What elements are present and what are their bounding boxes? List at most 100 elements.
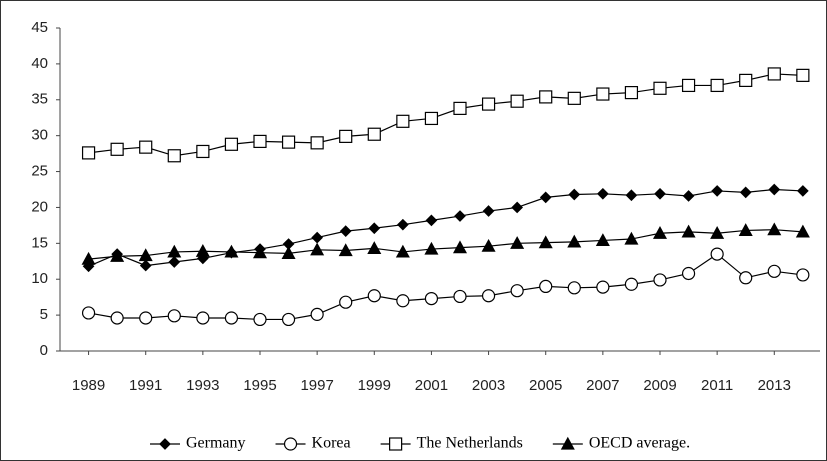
x-tick-label: 2011 xyxy=(701,377,733,394)
marker xyxy=(681,266,696,281)
x-tick-label: 1997 xyxy=(300,377,333,394)
marker xyxy=(424,111,439,126)
marker xyxy=(139,140,153,154)
marker xyxy=(138,248,153,262)
marker xyxy=(739,186,752,199)
x-tick-label: 1999 xyxy=(358,377,391,394)
marker xyxy=(767,67,781,81)
marker xyxy=(710,226,725,239)
marker xyxy=(739,73,753,87)
marker xyxy=(81,306,96,320)
legend-label: OECD average. xyxy=(589,435,690,452)
marker xyxy=(653,273,667,287)
x-tick-label: 1989 xyxy=(72,377,105,394)
marker xyxy=(567,234,582,248)
marker xyxy=(767,222,782,236)
marker xyxy=(424,292,439,306)
marker xyxy=(710,78,724,93)
legend-marker xyxy=(283,437,298,451)
x-tick-label: 1993 xyxy=(186,377,219,394)
marker xyxy=(739,271,753,285)
marker xyxy=(281,246,296,259)
marker xyxy=(510,284,524,298)
y-tick-label: 0 xyxy=(40,342,48,359)
marker xyxy=(252,245,268,259)
marker xyxy=(481,97,496,111)
marker xyxy=(110,311,124,325)
marker xyxy=(510,236,525,249)
marker xyxy=(796,68,810,82)
x-tick-label: 2009 xyxy=(643,377,676,394)
marker xyxy=(453,289,467,304)
marker xyxy=(768,183,781,196)
marker xyxy=(167,149,181,163)
y-tick-label: 10 xyxy=(31,270,48,287)
marker xyxy=(397,218,409,231)
y-tick-label: 30 xyxy=(31,127,48,144)
x-tick-label: 2003 xyxy=(472,377,505,394)
marker xyxy=(625,189,638,202)
marker xyxy=(425,214,438,227)
marker xyxy=(711,185,723,197)
marker xyxy=(168,256,181,268)
marker xyxy=(624,85,639,100)
marker xyxy=(281,312,296,327)
marker xyxy=(653,81,667,95)
marker xyxy=(454,210,466,222)
marker xyxy=(597,187,609,200)
marker xyxy=(510,94,524,108)
x-tick-label: 1991 xyxy=(129,377,162,394)
marker xyxy=(110,142,124,156)
marker xyxy=(652,226,668,239)
marker xyxy=(367,241,382,254)
legend-label: Germany xyxy=(186,435,246,452)
marker xyxy=(281,135,296,149)
marker xyxy=(595,233,610,247)
marker xyxy=(396,114,410,128)
marker xyxy=(596,280,610,294)
marker xyxy=(797,185,809,197)
marker xyxy=(624,277,639,291)
marker xyxy=(367,289,381,303)
marker xyxy=(596,87,610,101)
legend-marker xyxy=(560,436,575,450)
marker xyxy=(539,279,553,293)
marker xyxy=(367,127,381,141)
marker xyxy=(767,264,781,278)
marker xyxy=(682,190,695,202)
marker xyxy=(81,146,96,160)
legend-marker xyxy=(389,437,403,451)
marker xyxy=(195,243,210,257)
marker xyxy=(654,187,666,200)
marker xyxy=(139,311,153,325)
marker xyxy=(81,251,96,265)
marker xyxy=(368,222,381,235)
marker xyxy=(624,231,639,245)
y-tick-label: 45 xyxy=(31,19,48,36)
legend-label: The Netherlands xyxy=(417,435,523,452)
marker xyxy=(224,311,239,325)
legend-marker xyxy=(159,438,171,450)
marker xyxy=(253,134,267,149)
marker xyxy=(567,281,581,295)
y-tick-label: 5 xyxy=(40,306,48,323)
marker xyxy=(738,223,753,237)
marker xyxy=(167,309,181,323)
x-tick-label: 1995 xyxy=(243,377,276,394)
marker xyxy=(338,243,353,257)
marker xyxy=(795,224,810,238)
marker xyxy=(395,244,410,258)
marker xyxy=(339,129,353,143)
marker xyxy=(681,224,696,238)
y-tick-label: 20 xyxy=(31,198,48,215)
marker xyxy=(224,137,239,151)
marker xyxy=(481,289,496,303)
marker xyxy=(224,244,239,258)
marker xyxy=(681,78,696,93)
marker xyxy=(568,188,581,201)
marker xyxy=(339,295,353,309)
marker xyxy=(539,90,553,104)
marker xyxy=(796,268,810,282)
marker xyxy=(196,311,210,325)
